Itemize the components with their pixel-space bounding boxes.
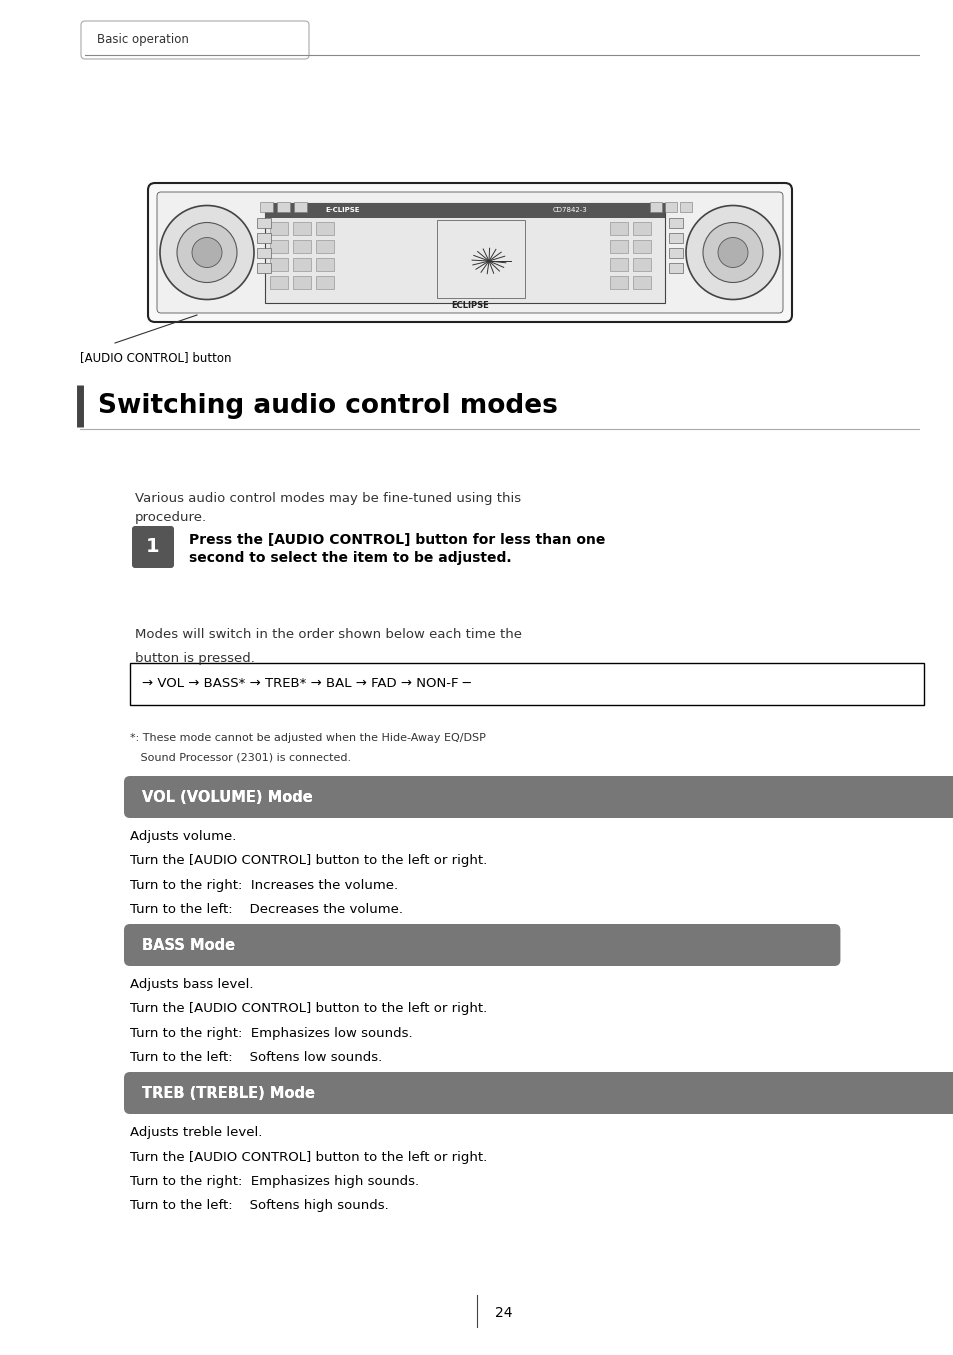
Text: *: These mode cannot be adjusted when the Hide-Away EQ/DSP: *: These mode cannot be adjusted when th…: [130, 733, 485, 743]
FancyBboxPatch shape: [81, 20, 309, 60]
Text: ECLIPSE: ECLIPSE: [451, 301, 488, 309]
Bar: [315, 222, 334, 234]
Text: E-CLIPSE: E-CLIPSE: [325, 207, 359, 214]
Bar: [270, 257, 288, 271]
FancyBboxPatch shape: [132, 526, 173, 568]
Text: Press the [AUDIO CONTROL] button for less than one: Press the [AUDIO CONTROL] button for les…: [189, 533, 605, 547]
Bar: [679, 202, 691, 211]
Text: Turn the [AUDIO CONTROL] button to the left or right.: Turn the [AUDIO CONTROL] button to the l…: [130, 1150, 487, 1164]
Circle shape: [718, 237, 747, 267]
Bar: [276, 202, 290, 211]
Bar: [609, 222, 627, 234]
Text: Sound Processor (2301) is connected.: Sound Processor (2301) is connected.: [130, 753, 351, 763]
Bar: [294, 202, 307, 211]
Bar: [609, 257, 627, 271]
Bar: [293, 240, 311, 253]
Bar: [668, 233, 682, 243]
Bar: [256, 248, 271, 257]
Text: Adjusts treble level.: Adjusts treble level.: [130, 1126, 262, 1140]
Bar: [315, 257, 334, 271]
Text: Turn to the left:    Softens high sounds.: Turn to the left: Softens high sounds.: [130, 1199, 388, 1213]
Bar: [609, 276, 627, 289]
Text: TREB (TREBLE) Mode: TREB (TREBLE) Mode: [142, 1085, 314, 1102]
Circle shape: [685, 206, 780, 299]
FancyBboxPatch shape: [148, 183, 791, 322]
FancyBboxPatch shape: [265, 203, 664, 304]
Bar: [270, 222, 288, 234]
Circle shape: [702, 222, 762, 282]
Bar: [668, 263, 682, 272]
Bar: [293, 276, 311, 289]
Bar: [270, 240, 288, 253]
FancyBboxPatch shape: [124, 1072, 953, 1114]
Bar: [668, 248, 682, 257]
FancyBboxPatch shape: [124, 776, 953, 818]
Text: → VOL → BASS* → TREB* → BAL → FAD → NON-F ─: → VOL → BASS* → TREB* → BAL → FAD → NON-…: [142, 678, 470, 691]
FancyBboxPatch shape: [157, 192, 782, 313]
Text: 1: 1: [146, 538, 160, 557]
Text: Modes will switch in the order shown below each time the: Modes will switch in the order shown bel…: [135, 627, 521, 641]
Text: Turn to the right:  Increases the volume.: Turn to the right: Increases the volume.: [130, 879, 397, 892]
Text: Turn to the right:  Emphasizes low sounds.: Turn to the right: Emphasizes low sounds…: [130, 1027, 413, 1041]
FancyBboxPatch shape: [124, 924, 840, 966]
Bar: [256, 218, 271, 228]
Bar: [315, 276, 334, 289]
Bar: [633, 276, 650, 289]
Circle shape: [192, 237, 222, 267]
Text: Turn to the left:    Decreases the volume.: Turn to the left: Decreases the volume.: [130, 904, 402, 916]
Bar: [293, 222, 311, 234]
Bar: [609, 240, 627, 253]
Text: Adjusts volume.: Adjusts volume.: [130, 831, 236, 843]
Bar: [633, 257, 650, 271]
Text: BASS Mode: BASS Mode: [142, 938, 234, 953]
Bar: [130, 663, 923, 705]
Bar: [668, 218, 682, 228]
Text: TREB (TREBLE) Mode: TREB (TREBLE) Mode: [142, 1085, 314, 1102]
Text: [AUDIO CONTROL] button: [AUDIO CONTROL] button: [80, 351, 232, 364]
Bar: [265, 203, 664, 218]
Bar: [256, 233, 271, 243]
Text: CD7842-3: CD7842-3: [553, 207, 587, 214]
Bar: [293, 257, 311, 271]
Bar: [260, 202, 273, 211]
Circle shape: [160, 206, 253, 299]
Text: Turn the [AUDIO CONTROL] button to the left or right.: Turn the [AUDIO CONTROL] button to the l…: [130, 1003, 487, 1015]
Text: Various audio control modes may be fine-tuned using this
procedure.: Various audio control modes may be fine-…: [135, 492, 520, 524]
Bar: [256, 263, 271, 272]
Text: Turn the [AUDIO CONTROL] button to the left or right.: Turn the [AUDIO CONTROL] button to the l…: [130, 855, 487, 867]
Bar: [436, 220, 524, 298]
Text: 24: 24: [495, 1306, 512, 1320]
Text: VOL (VOLUME) Mode: VOL (VOLUME) Mode: [142, 790, 313, 805]
Text: Switching audio control modes: Switching audio control modes: [98, 393, 558, 419]
Text: second to select the item to be adjusted.: second to select the item to be adjusted…: [189, 551, 511, 565]
Text: Turn to the left:    Softens low sounds.: Turn to the left: Softens low sounds.: [130, 1051, 382, 1065]
Text: Basic operation: Basic operation: [97, 34, 189, 46]
Bar: [633, 240, 650, 253]
Bar: [664, 202, 677, 211]
Bar: [633, 222, 650, 234]
Text: button is pressed.: button is pressed.: [135, 652, 254, 665]
Text: VOL (VOLUME) Mode: VOL (VOLUME) Mode: [142, 790, 313, 805]
Text: Turn to the right:  Emphasizes high sounds.: Turn to the right: Emphasizes high sound…: [130, 1175, 418, 1188]
Circle shape: [177, 222, 236, 282]
Bar: [649, 202, 661, 211]
Bar: [270, 276, 288, 289]
Bar: [315, 240, 334, 253]
Text: BASS Mode: BASS Mode: [142, 938, 234, 953]
Text: Adjusts bass level.: Adjusts bass level.: [130, 978, 253, 991]
